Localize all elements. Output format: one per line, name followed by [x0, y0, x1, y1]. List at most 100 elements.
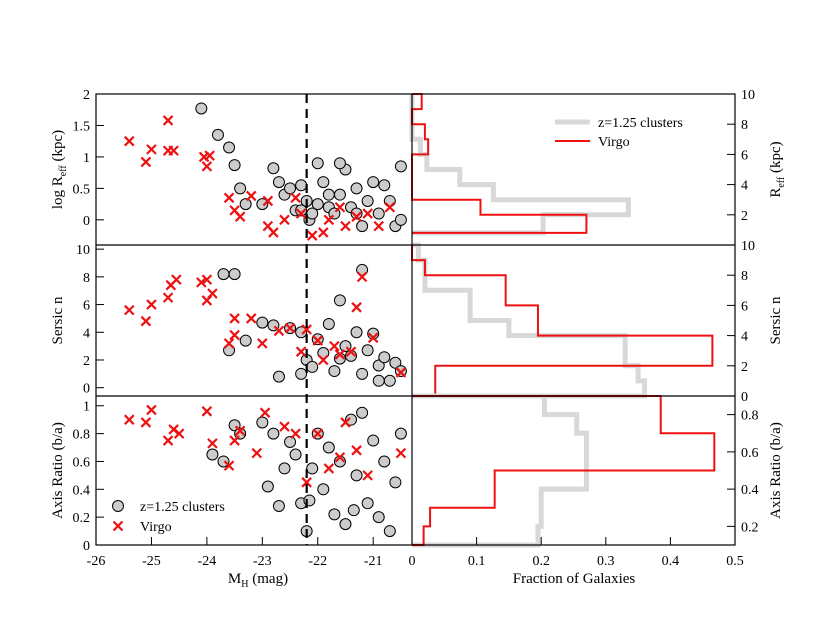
sersic-cluster-point [306, 360, 319, 373]
sersic-virgo-point [229, 313, 240, 324]
legend-clusters-marker [112, 500, 124, 512]
reff-cluster-point [394, 160, 407, 173]
left-xlabel-sub: H [241, 579, 248, 590]
reff-virgo-point [146, 144, 157, 155]
reff-left-ytick-label: 0 [83, 214, 90, 229]
reff-virgo-point [168, 145, 179, 156]
sersic-virgo-point [295, 346, 307, 357]
sersic-left-ylabel: Sersic n [50, 296, 66, 344]
reff-right-ylabel: Reff (kpc) [768, 141, 787, 197]
reff-cluster-point [256, 198, 269, 211]
reff-cluster-point [311, 198, 324, 211]
sersic-virgo-point [329, 340, 340, 352]
reff-cluster-point [378, 179, 391, 192]
reff-right-ytick-label: 2 [741, 209, 748, 224]
axis-cluster-point [356, 406, 369, 419]
reff-virgo-point [340, 220, 351, 232]
reff-right-ytick-label: 4 [741, 179, 748, 194]
axis-right-ytick-label: 0.8 [741, 409, 759, 424]
left-xtick-label: -22 [308, 554, 327, 569]
left-xtick-label: -23 [253, 554, 272, 569]
axis-hist-virgo [412, 395, 716, 546]
right-xtick-label: 0.1 [468, 554, 486, 569]
left-xtick-label: -21 [364, 554, 383, 569]
axis-cluster-point [389, 476, 402, 489]
reff-left-ylabel-tail: (kpc) [50, 130, 66, 165]
reff-cluster-point [311, 157, 324, 170]
reff-virgo-point [290, 192, 301, 204]
reff-virgo-point [373, 220, 385, 232]
sersic-virgo-point [318, 354, 329, 366]
sersic-virgo-point [257, 338, 268, 349]
reff-left-ytick-label: 1.5 [73, 119, 91, 134]
reff-cluster-point [295, 204, 308, 217]
sersic-virgo-point [123, 304, 135, 316]
sersic-cluster-point [295, 367, 308, 380]
axis-cluster-point [267, 427, 280, 440]
sersic-cluster-point [272, 370, 285, 383]
left-xlabel-main: M [228, 571, 241, 587]
legend-clusters-label: z=1.25 clusters [140, 500, 225, 515]
reff-virgo-point [279, 214, 290, 226]
sersic-left-ytick-label: 10 [76, 243, 90, 258]
reff-cluster-point [367, 176, 380, 189]
sersic-right-ytick-label: 2 [741, 360, 748, 375]
sersic-virgo-point [196, 277, 207, 288]
axis-cluster-point [317, 483, 330, 496]
axis-cluster-point [383, 525, 396, 538]
left-xtick-label: -25 [142, 554, 161, 569]
reff-left-ylabel: log Reff (kpc) [50, 130, 69, 209]
sersic-left-ytick-label: 4 [83, 326, 90, 341]
sersic-virgo-point [334, 349, 346, 360]
axis-left-ylabel: Axis Ratio (b/a) [50, 422, 66, 519]
axis-cluster-point [347, 504, 360, 517]
sersic-virgo-point [146, 299, 157, 310]
sersic-virgo-point [356, 271, 368, 283]
reff-virgo-point [204, 150, 215, 161]
sersic-virgo-point [201, 274, 213, 285]
axis-cluster-point [278, 462, 291, 475]
axis-cluster-point [328, 508, 341, 521]
reff-virgo-point [268, 227, 279, 238]
sersic-cluster-point [295, 326, 308, 339]
axis-virgo-point [140, 417, 152, 428]
sersic-virgo-point [229, 329, 240, 341]
sersic-virgo-point [162, 292, 174, 303]
axis-virgo-point [229, 435, 240, 446]
reff-virgo-point [306, 230, 318, 241]
axis-virgo-point [290, 428, 301, 439]
reff-cluster-point [234, 182, 247, 195]
axis-virgo-point [234, 425, 246, 437]
sersic-cluster-point [333, 294, 346, 307]
reff-virgo-point [201, 161, 213, 172]
axis-virgo-point [259, 407, 271, 418]
axis-virgo-point [279, 421, 290, 432]
reff-virgo-point [323, 214, 335, 226]
left-xtick-label: -24 [198, 554, 217, 569]
reff-virgo-point [245, 190, 257, 202]
sersic-cluster-point [372, 374, 385, 387]
frame-layer [95, 93, 736, 546]
left-xlabel-tail: (mag) [249, 571, 289, 587]
reff-virgo-point [123, 135, 135, 147]
sersic-cluster-point [383, 374, 396, 387]
sersic-virgo-point [284, 322, 296, 334]
reff-left-ytick-label: 1 [83, 151, 90, 166]
axis-cluster-point [261, 480, 274, 493]
sersic-cluster-point [356, 367, 369, 380]
legend-virgo-marker [112, 520, 124, 532]
axis-cluster-point [322, 441, 335, 454]
axis-virgo-point [395, 447, 407, 459]
sersic-cluster-point [378, 351, 391, 364]
sersic-cluster-point [372, 359, 385, 372]
legend-virgo-label: Virgo [140, 520, 172, 535]
axis-cluster-point [367, 434, 380, 447]
reff-cluster-point [195, 102, 208, 115]
reff-cluster-point [322, 188, 335, 201]
right-xtick-label: 0 [409, 554, 416, 569]
sersic-virgo-point [351, 302, 362, 313]
reff-cluster-point [317, 176, 330, 189]
reff-cluster-point [356, 220, 369, 233]
sersic-cluster-point [217, 268, 230, 281]
